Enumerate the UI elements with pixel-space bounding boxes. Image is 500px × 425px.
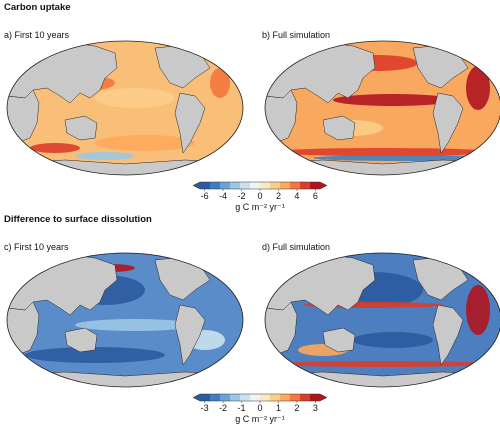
colorbar-segment bbox=[310, 182, 321, 189]
colorbar-segment bbox=[310, 394, 321, 401]
ocean-pattern bbox=[273, 148, 493, 156]
colorbar-tick-label: 1 bbox=[276, 403, 281, 413]
colorbar-segment bbox=[230, 182, 241, 189]
map bbox=[6, 40, 244, 176]
ocean-pattern bbox=[75, 152, 135, 160]
ocean-pattern bbox=[313, 155, 493, 161]
map bbox=[264, 40, 500, 176]
colorbar-segment bbox=[290, 394, 301, 401]
ocean-pattern bbox=[25, 347, 165, 363]
colorbar-tick-label: -6 bbox=[201, 191, 209, 201]
colorbar-segment bbox=[300, 394, 311, 401]
colorbar-segment bbox=[200, 182, 211, 189]
colorbar-unit: g C m⁻² yr⁻¹ bbox=[235, 202, 285, 212]
colorbar-tick-label: -2 bbox=[219, 403, 227, 413]
map bbox=[6, 252, 244, 388]
map-fill bbox=[7, 253, 243, 387]
map bbox=[264, 252, 500, 388]
colorbar-tick-label: -3 bbox=[201, 403, 209, 413]
colorbar-segment bbox=[240, 182, 251, 189]
panel-label: b) Full simulation bbox=[262, 30, 330, 40]
panel-label: c) First 10 years bbox=[4, 242, 69, 252]
colorbar-segment bbox=[220, 394, 231, 401]
colorbar-segment bbox=[210, 394, 221, 401]
colorbar-tick-label: 3 bbox=[313, 403, 318, 413]
colorbar-tick-label: 4 bbox=[294, 191, 299, 201]
map-outline bbox=[6, 252, 244, 388]
colorbar-end bbox=[320, 394, 327, 401]
ocean-pattern bbox=[333, 94, 453, 106]
ocean-pattern bbox=[466, 66, 490, 110]
colorbar-tick-label: 0 bbox=[257, 403, 262, 413]
panel-label: a) First 10 years bbox=[4, 30, 70, 40]
colorbar-segment bbox=[280, 182, 291, 189]
colorbar-segment bbox=[270, 182, 281, 189]
colorbar-tick-label: 2 bbox=[294, 403, 299, 413]
colorbar-segment bbox=[220, 182, 231, 189]
map-outline bbox=[264, 40, 500, 176]
colorbar-end bbox=[320, 182, 327, 189]
colorbar-end bbox=[193, 182, 200, 189]
ocean-pattern bbox=[95, 135, 195, 151]
colorbar-end bbox=[193, 394, 200, 401]
colorbar-segment bbox=[280, 394, 291, 401]
ocean-pattern bbox=[273, 361, 493, 367]
colorbar-frame bbox=[192, 181, 328, 190]
colorbar-tick-label: 0 bbox=[257, 191, 262, 201]
colorbar-unit: g C m⁻² yr⁻¹ bbox=[235, 414, 285, 424]
ocean-pattern bbox=[75, 319, 195, 331]
colorbar-segment bbox=[290, 182, 301, 189]
map-fill bbox=[7, 41, 243, 175]
colorbar-segment bbox=[250, 182, 261, 189]
colorbar-segment bbox=[210, 182, 221, 189]
map-outline bbox=[264, 252, 500, 388]
colorbar-tick-label: -1 bbox=[238, 403, 246, 413]
section-title: Carbon uptake bbox=[4, 2, 71, 13]
colorbar-segment bbox=[260, 394, 271, 401]
colorbar-tick-label: 6 bbox=[313, 191, 318, 201]
map-fill bbox=[265, 41, 500, 175]
content: Carbon uptake a) First 10 years b) Full si… bbox=[4, 2, 500, 424]
ocean-pattern bbox=[30, 143, 80, 153]
colorbar-frame bbox=[192, 393, 328, 402]
colorbar-segment bbox=[270, 394, 281, 401]
map-fill bbox=[265, 253, 500, 387]
map-outline bbox=[6, 40, 244, 176]
colorbar-tick-label: -4 bbox=[219, 191, 227, 201]
colorbar-segment bbox=[300, 182, 311, 189]
colorbar-tick-label: -2 bbox=[238, 191, 246, 201]
colorbar-segment bbox=[240, 394, 251, 401]
section-title: Difference to surface dissolution bbox=[4, 214, 152, 225]
ocean-pattern bbox=[466, 285, 490, 335]
ocean-pattern bbox=[210, 68, 230, 98]
colorbar-tick-label: 2 bbox=[276, 191, 281, 201]
colorbar-segment bbox=[230, 394, 241, 401]
colorbar-segment bbox=[250, 394, 261, 401]
ocean-pattern bbox=[95, 88, 175, 108]
colorbar-segment bbox=[260, 182, 271, 189]
panel-label: d) Full simulation bbox=[262, 242, 330, 252]
ocean-pattern bbox=[353, 332, 433, 348]
colorbar-segment bbox=[200, 394, 211, 401]
